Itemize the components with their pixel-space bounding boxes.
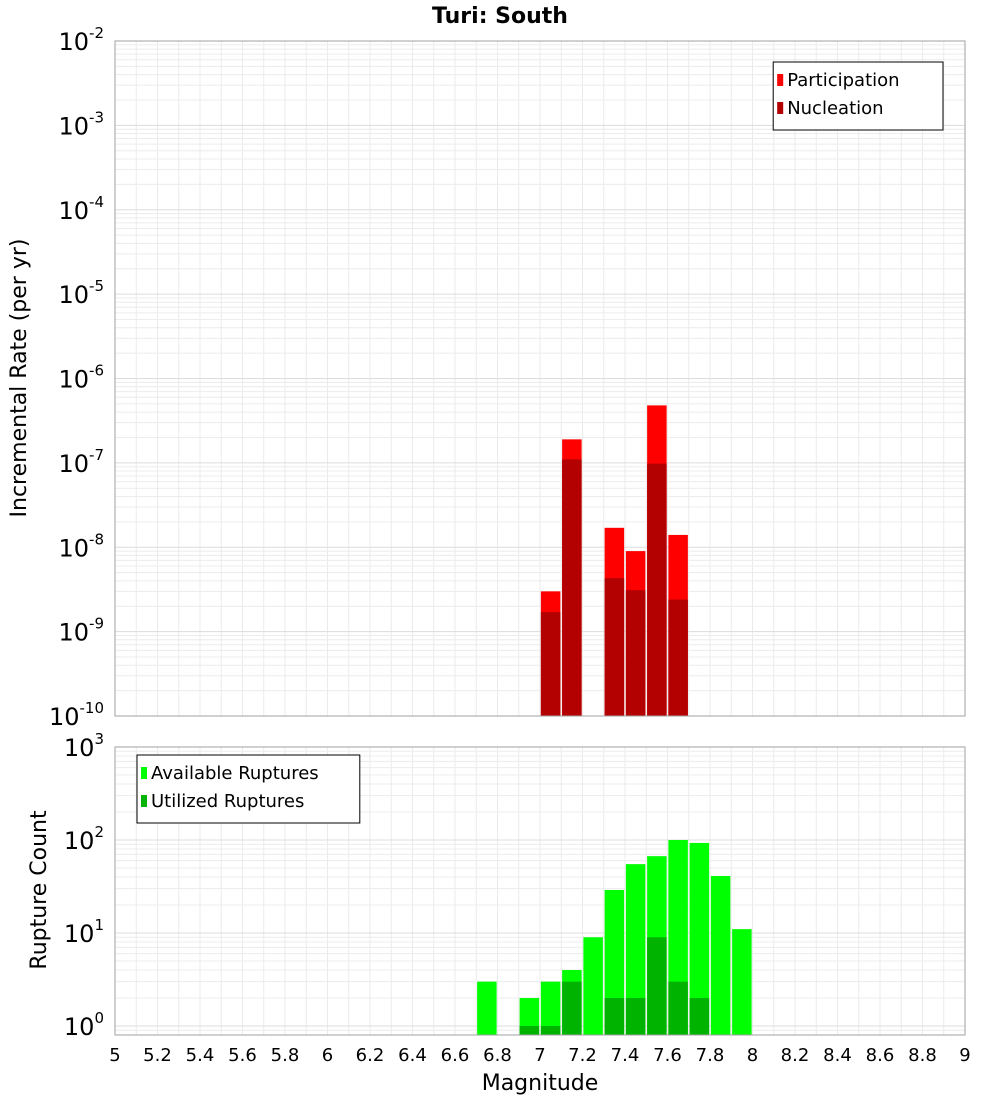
legend-swatch xyxy=(777,102,784,114)
grid xyxy=(114,40,966,717)
bar xyxy=(583,937,603,1035)
y-tick-label: 10-7 xyxy=(58,446,104,478)
x-tick-label: 9 xyxy=(959,1045,970,1066)
bar xyxy=(625,590,646,716)
y-tick-label: 10-6 xyxy=(58,362,104,394)
x-tick-label: 5.4 xyxy=(186,1045,215,1066)
legend-swatch xyxy=(777,74,784,86)
y-tick-label: 10-4 xyxy=(58,193,104,225)
x-tick-label: 6.2 xyxy=(356,1045,385,1066)
bar xyxy=(540,981,561,1035)
bar xyxy=(668,981,688,1035)
y-axis-label-rate: Incremental Rate (per yr) xyxy=(7,239,32,518)
y-axis-label-count: Rupture Count xyxy=(27,810,52,970)
bar xyxy=(562,981,582,1035)
bar xyxy=(604,578,625,716)
x-tick-label: 8.8 xyxy=(908,1045,937,1066)
bar xyxy=(562,459,582,716)
y-tick-label: 10-5 xyxy=(58,277,104,309)
x-tick-label: 7 xyxy=(534,1045,545,1066)
legend-swatch xyxy=(141,767,147,779)
bar xyxy=(647,463,667,716)
legend-label: Utilized Ruptures xyxy=(151,791,304,812)
bar xyxy=(668,599,688,716)
bar xyxy=(477,981,497,1035)
x-tick-label: 6 xyxy=(322,1045,333,1066)
bar xyxy=(519,997,540,1035)
count-panel: 100 101 102 103 Available Ruptures Utilized R… xyxy=(64,730,971,1066)
x-tick-label: 8.2 xyxy=(781,1045,810,1066)
x-tick-label: 5.8 xyxy=(271,1045,300,1066)
y-tick-labels: 100 101 102 103 xyxy=(64,730,104,1041)
rate-panel: 10-10 10-9 10-8 10-7 10-6 10-5 10-4 10-3 10-2 Par… xyxy=(49,24,966,731)
bars xyxy=(540,405,688,716)
y-tick-label: 10-2 xyxy=(58,24,104,56)
y-tick-label: 10-8 xyxy=(58,530,104,562)
bar xyxy=(689,842,710,1035)
legend: Available Ruptures Utilized Ruptures xyxy=(136,754,361,824)
y-tick-label: 103 xyxy=(64,730,104,762)
bar xyxy=(732,929,752,1035)
legend-box xyxy=(136,754,361,824)
y-tick-label: 100 xyxy=(64,1009,104,1041)
y-tick-label: 10-9 xyxy=(58,615,104,647)
x-tick-label: 7.4 xyxy=(611,1045,640,1066)
y-tick-label: 102 xyxy=(64,823,104,855)
series-secondary xyxy=(540,459,688,716)
legend-swatch xyxy=(141,795,147,807)
bar xyxy=(710,876,731,1035)
bar xyxy=(540,612,561,716)
x-tick-label: 5 xyxy=(109,1045,120,1066)
x-tick-labels: 5 5.2 5.4 5.6 5.8 6 6.2 6.4 6.6 6.8 7 7.2 7.4 7.6 7.8 8… xyxy=(109,1045,970,1066)
chart-title: Turi: South xyxy=(432,4,568,29)
x-tick-label: 5.2 xyxy=(143,1045,172,1066)
legend-label: Nucleation xyxy=(787,98,883,119)
x-tick-label: 6.6 xyxy=(441,1045,470,1066)
series-secondary xyxy=(519,937,710,1035)
x-tick-label: 7.6 xyxy=(653,1045,682,1066)
x-tick-label: 8.6 xyxy=(866,1045,895,1066)
x-tick-label: 7.2 xyxy=(568,1045,597,1066)
bar xyxy=(604,997,625,1035)
x-tick-label: 8.4 xyxy=(823,1045,852,1066)
bars xyxy=(477,839,752,1035)
x-tick-label: 6.8 xyxy=(483,1045,512,1066)
x-tick-label: 5.6 xyxy=(228,1045,257,1066)
x-tick-label: 8 xyxy=(747,1045,758,1066)
x-tick-label: 7.8 xyxy=(696,1045,725,1066)
plot-border xyxy=(114,40,966,717)
bar xyxy=(647,937,667,1035)
bar xyxy=(625,997,646,1035)
y-tick-labels: 10-10 10-9 10-8 10-7 10-6 10-5 10-4 10-3 10-2 xyxy=(49,24,104,731)
legend: Participation Nucleation xyxy=(772,61,944,131)
y-tick-label: 10-3 xyxy=(58,108,104,140)
bar xyxy=(689,997,710,1035)
x-axis-label: Magnitude xyxy=(482,1071,599,1096)
bar xyxy=(540,1025,561,1035)
plot-border xyxy=(114,746,966,1036)
legend-box xyxy=(772,61,944,131)
x-tick-label: 6.4 xyxy=(398,1045,427,1066)
legend-label: Participation xyxy=(787,70,899,91)
legend-label: Available Ruptures xyxy=(151,763,319,784)
y-tick-label: 101 xyxy=(64,916,104,948)
bar xyxy=(519,1025,540,1035)
y-tick-label: 10-10 xyxy=(49,699,104,731)
bar xyxy=(625,864,646,1035)
